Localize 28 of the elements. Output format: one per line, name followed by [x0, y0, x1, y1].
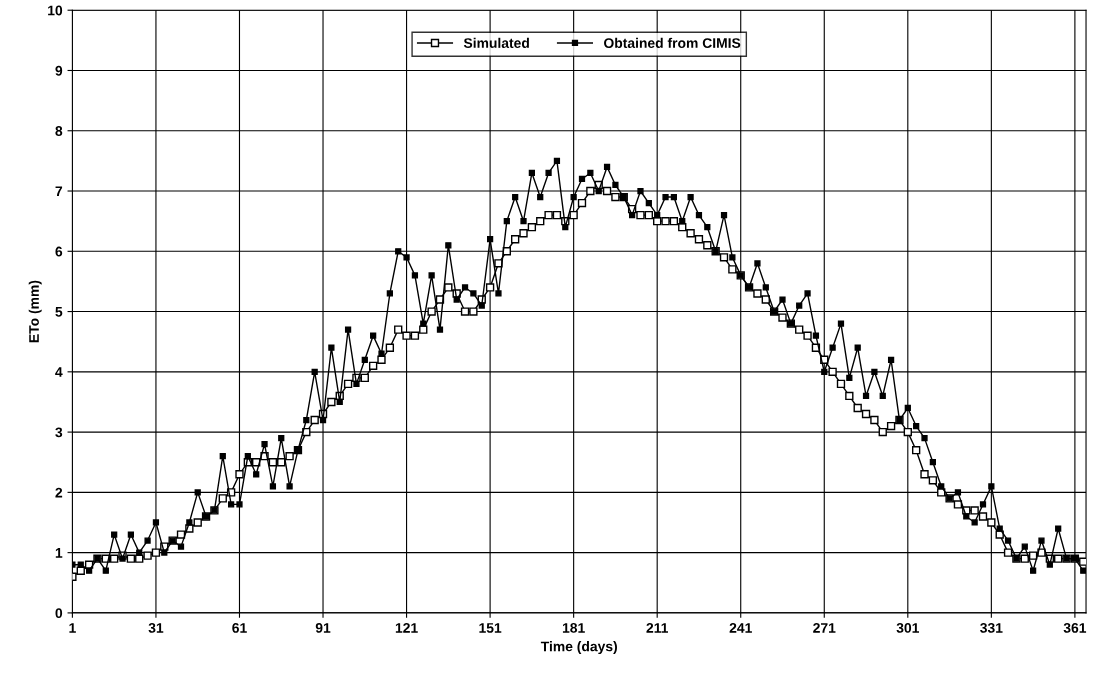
- y-tick-label: 0: [55, 608, 63, 619]
- y-tick-label: 1: [55, 548, 63, 558]
- x-tick-label: 1: [69, 623, 76, 633]
- legend-label: Simulated: [463, 37, 529, 48]
- x-tick-label: 241: [729, 622, 752, 633]
- x-tick-label: 151: [479, 623, 502, 633]
- y-axis-title: ETo (mm): [28, 280, 42, 343]
- y-tick-label: 5: [55, 307, 63, 317]
- x-tick-label: 31: [148, 622, 164, 633]
- y-tick-label: 3: [55, 427, 63, 438]
- x-tick-label: 271: [813, 622, 836, 633]
- x-tick-label: 61: [232, 622, 247, 633]
- x-tick-label: 211: [646, 622, 669, 633]
- x-tick-label: 361: [1063, 622, 1087, 633]
- x-tick-label: 121: [395, 622, 418, 633]
- x-tick-label: 331: [980, 622, 1003, 633]
- y-tick-label: 7: [55, 186, 63, 197]
- x-tick-label: 91: [315, 622, 331, 633]
- x-tick-label: 181: [562, 622, 585, 633]
- y-tick-label: 10: [48, 5, 63, 16]
- y-tick-label: 2: [55, 487, 63, 498]
- x-axis-title: Time (days): [540, 641, 617, 655]
- legend-label: Obtained from CIMIS: [604, 37, 741, 48]
- y-tick-label: 4: [55, 367, 63, 377]
- y-tick-label: 8: [55, 126, 63, 136]
- y-tick-label: 9: [55, 65, 63, 76]
- y-tick-label: 6: [55, 246, 63, 257]
- x-tick-label: 301: [896, 622, 920, 633]
